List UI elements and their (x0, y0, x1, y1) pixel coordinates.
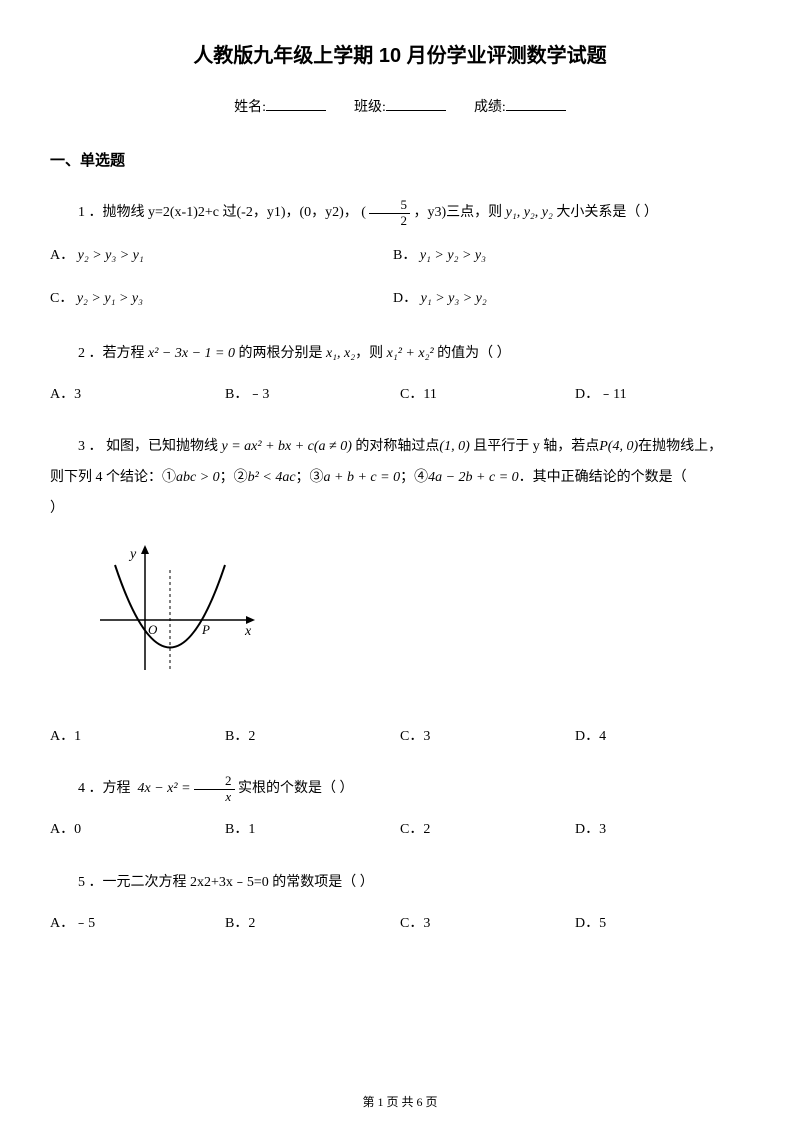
q5-text: 5 ．一元二次方程 2x2+3x﹣5=0 的常数项是（ ） (50, 868, 750, 899)
q4-optD: D．3 (575, 811, 750, 850)
q5-optA: A．﹣5 (50, 905, 225, 944)
q2-optC: C．11 (400, 376, 575, 415)
q5-options: A．﹣5 B．2 C．3 D．5 (50, 905, 750, 944)
q3-optC: C．3 (400, 718, 575, 757)
info-row: 姓名: 班级: 成绩: (50, 97, 750, 119)
q1-text: 1 ．抛物线 y=2(x-1)2+c 过(-2，y1)，(0，y2)， ( 52… (50, 198, 750, 229)
question-5: 5 ．一元二次方程 2x2+3x﹣5=0 的常数项是（ ） A．﹣5 B．2 C… (50, 868, 750, 944)
q3-line3: ） (50, 494, 750, 525)
q4-optA: A．0 (50, 811, 225, 850)
q2-eq: x² − 3x − 1 = 0 (148, 346, 235, 361)
q5-optC: C．3 (400, 905, 575, 944)
question-1: 1 ．抛物线 y=2(x-1)2+c 过(-2，y1)，(0，y2)， ( 52… (50, 198, 750, 320)
class-blank (386, 97, 446, 111)
q4-text: 4 ．方程 4x − x² = 2x 实根的个数是（ ） (50, 774, 750, 805)
q5-optB: B．2 (225, 905, 400, 944)
q1-vars: y₁, y₂, y₂ (506, 205, 553, 220)
q3-line1: 3 ． 如图，已知抛物线 y = ax² + bx + c(a ≠ 0) 的对称… (50, 432, 750, 463)
graph-o-label: O (148, 622, 158, 637)
q2-optB: B．﹣3 (225, 376, 400, 415)
q1-tail: 大小关系是（ ） (556, 205, 658, 220)
q2-expr: x₁² + x₂² (387, 346, 434, 361)
graph-x-label: x (244, 624, 252, 639)
q2-text: 2 ．若方程 x² − 3x − 1 = 0 的两根分别是 x₁, x₂，则 x… (50, 339, 750, 370)
page-footer: 第 1 页 共 6 页 (0, 1093, 800, 1112)
name-label: 姓名: (234, 100, 266, 115)
q2-options: A．3 B．﹣3 C．11 D．﹣11 (50, 376, 750, 415)
q3-options: A．1 B．2 C．3 D．4 (50, 718, 750, 757)
q1-frac: 52 (369, 198, 410, 228)
q5-optD: D．5 (575, 905, 750, 944)
q1-suffix: ，y3)三点，则 (413, 205, 502, 220)
q2-roots: x₁, x₂ (326, 346, 355, 361)
q3-optB: B．2 (225, 718, 400, 757)
q3-eq: y = ax² + bx + c(a ≠ 0) (222, 439, 352, 454)
q1-optD: D． y₁ > y₃ > y₂ (393, 278, 736, 321)
q4-optB: B．1 (225, 811, 400, 850)
question-2: 2 ．若方程 x² − 3x − 1 = 0 的两根分别是 x₁, x₂，则 x… (50, 339, 750, 415)
parabola-graph-svg: y x O P (90, 540, 260, 690)
class-label: 班级: (354, 100, 386, 115)
question-4: 4 ．方程 4x − x² = 2x 实根的个数是（ ） A．0 B．1 C．2… (50, 774, 750, 850)
section-title: 一、单选题 (50, 149, 750, 173)
score-blank (506, 97, 566, 111)
q4-frac: 2x (194, 774, 235, 804)
q3-optA: A．1 (50, 718, 225, 757)
name-blank (266, 97, 326, 111)
graph-y-label: y (128, 547, 137, 562)
score-label: 成绩: (474, 100, 506, 115)
q1-prefix: 1 ．抛物线 y=2(x-1)2+c 过(-2，y1)，(0，y2)， ( (78, 205, 366, 220)
q3-graph: y x O P (90, 540, 750, 703)
q4-eq: 4x − x² = (138, 781, 191, 796)
graph-p-label: P (201, 622, 210, 637)
page-title: 人教版九年级上学期 10 月份学业评测数学试题 (50, 40, 750, 72)
question-3: 3 ． 如图，已知抛物线 y = ax² + bx + c(a ≠ 0) 的对称… (50, 432, 750, 756)
q3-optD: D．4 (575, 718, 750, 757)
q1-optC: C． y₂ > y₁ > y₃ (50, 278, 393, 321)
q3-line2: 则下列 4 个结论：①abc > 0；②b² < 4ac；③a + b + c … (50, 463, 750, 494)
q1-optA: A． y₂ > y₃ > y₁ (50, 235, 393, 278)
q1-options: A． y₂ > y₃ > y₁ B． y₁ > y₂ > y₃ C． y₂ > … (50, 235, 750, 321)
q4-optC: C．2 (400, 811, 575, 850)
q1-optB: B． y₁ > y₂ > y₃ (393, 235, 736, 278)
q4-options: A．0 B．1 C．2 D．3 (50, 811, 750, 850)
q2-optD: D．﹣11 (575, 376, 750, 415)
q2-optA: A．3 (50, 376, 225, 415)
